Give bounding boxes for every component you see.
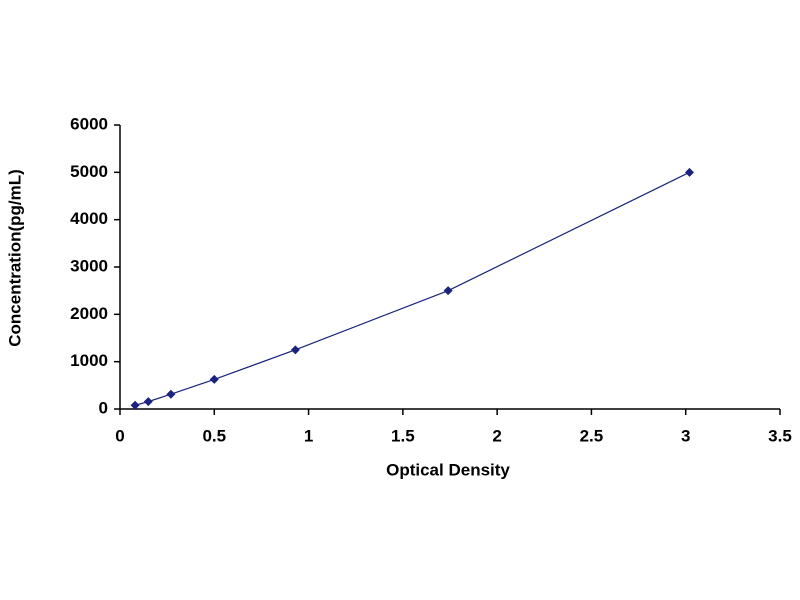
point — [166, 389, 176, 399]
curve — [134, 171, 690, 406]
y-tick-label: 5000 — [70, 162, 108, 181]
x-tick-label: 1.5 — [391, 426, 415, 445]
y-axis-label: Concentration(pg/mL) — [5, 169, 24, 347]
point — [684, 167, 694, 177]
point — [443, 286, 453, 296]
x-tick-label: 0.5 — [202, 426, 226, 445]
y-tick-label: 2000 — [70, 304, 108, 323]
x-tick-label: 0 — [115, 426, 124, 445]
x-tick-label: 2.5 — [580, 426, 604, 445]
point — [130, 400, 140, 410]
x-axis-label: Optical Density — [386, 460, 510, 479]
y-tick-label: 4000 — [70, 209, 108, 228]
y-tick-label: 0 — [99, 398, 108, 417]
y-tick-label: 1000 — [70, 351, 108, 370]
point — [209, 374, 219, 384]
x-tick-label: 1 — [304, 426, 313, 445]
x-tick-label: 3.5 — [768, 426, 792, 445]
x-tick-label: 2 — [492, 426, 501, 445]
x-tick-label: 3 — [681, 426, 690, 445]
y-tick-label: 6000 — [70, 114, 108, 133]
y-tick-label: 3000 — [70, 256, 108, 275]
point — [290, 345, 300, 355]
point — [143, 397, 153, 407]
